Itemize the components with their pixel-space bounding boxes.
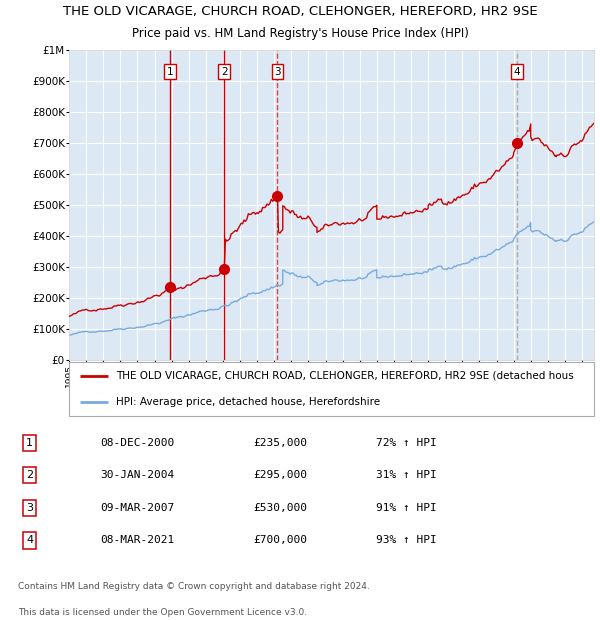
Text: 1: 1 — [26, 438, 33, 448]
Text: 08-DEC-2000: 08-DEC-2000 — [100, 438, 175, 448]
Text: Price paid vs. HM Land Registry's House Price Index (HPI): Price paid vs. HM Land Registry's House … — [131, 27, 469, 40]
Text: 09-MAR-2007: 09-MAR-2007 — [100, 503, 175, 513]
Text: 4: 4 — [514, 67, 520, 77]
Text: Contains HM Land Registry data © Crown copyright and database right 2024.: Contains HM Land Registry data © Crown c… — [18, 582, 370, 591]
Text: 3: 3 — [274, 67, 281, 77]
Text: 2: 2 — [26, 471, 33, 480]
Text: THE OLD VICARAGE, CHURCH ROAD, CLEHONGER, HEREFORD, HR2 9SE: THE OLD VICARAGE, CHURCH ROAD, CLEHONGER… — [62, 5, 538, 18]
Text: 72% ↑ HPI: 72% ↑ HPI — [376, 438, 437, 448]
Text: 1: 1 — [167, 67, 174, 77]
Text: £530,000: £530,000 — [253, 503, 307, 513]
Text: £235,000: £235,000 — [253, 438, 307, 448]
Text: £700,000: £700,000 — [253, 536, 307, 546]
Text: 2: 2 — [221, 67, 227, 77]
Text: 31% ↑ HPI: 31% ↑ HPI — [376, 471, 437, 480]
Text: 30-JAN-2004: 30-JAN-2004 — [100, 471, 175, 480]
Text: HPI: Average price, detached house, Herefordshire: HPI: Average price, detached house, Here… — [116, 397, 380, 407]
Text: 93% ↑ HPI: 93% ↑ HPI — [376, 536, 437, 546]
Text: 91% ↑ HPI: 91% ↑ HPI — [376, 503, 437, 513]
Text: THE OLD VICARAGE, CHURCH ROAD, CLEHONGER, HEREFORD, HR2 9SE (detached hous: THE OLD VICARAGE, CHURCH ROAD, CLEHONGER… — [116, 371, 574, 381]
FancyBboxPatch shape — [69, 362, 594, 415]
Text: 08-MAR-2021: 08-MAR-2021 — [100, 536, 175, 546]
Text: 3: 3 — [26, 503, 33, 513]
Text: £295,000: £295,000 — [253, 471, 307, 480]
Text: 4: 4 — [26, 536, 33, 546]
Text: This data is licensed under the Open Government Licence v3.0.: This data is licensed under the Open Gov… — [18, 608, 307, 618]
